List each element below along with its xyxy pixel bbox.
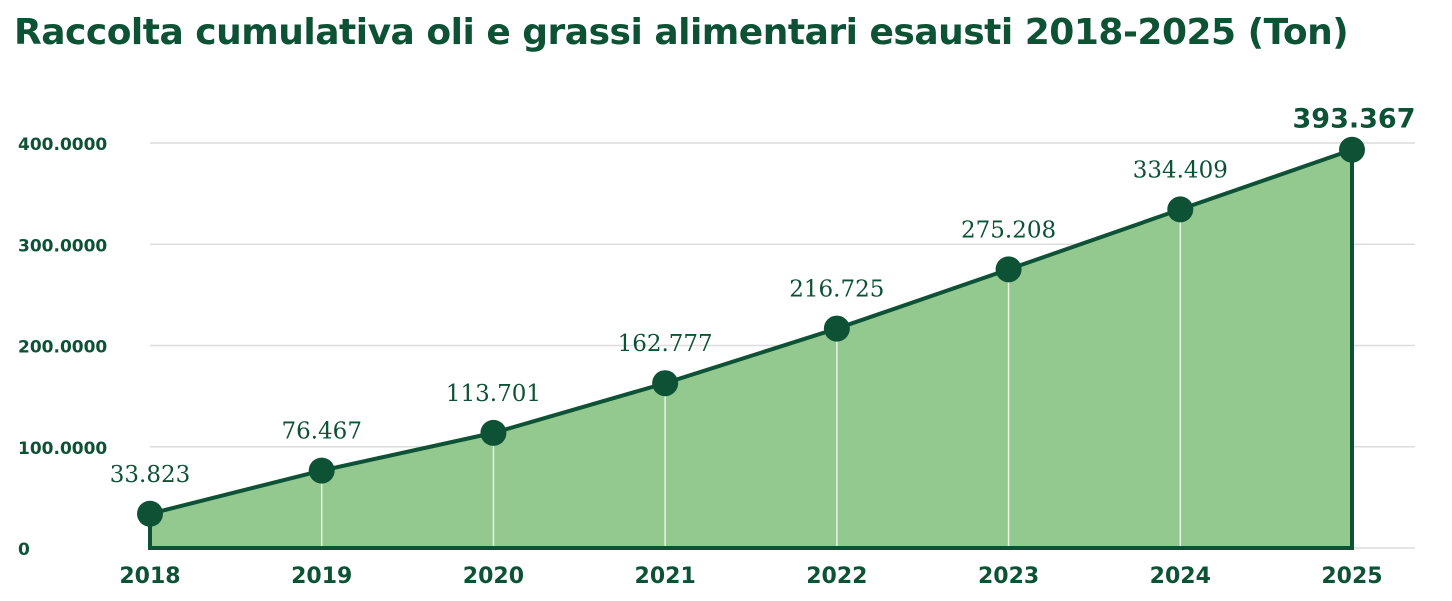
drop-lines <box>320 209 1182 548</box>
data-point <box>823 315 850 342</box>
data-point <box>1339 136 1365 163</box>
x-tick-label: 2025 <box>1321 564 1382 589</box>
data-point <box>480 419 507 446</box>
data-label: 216.725 <box>789 277 884 303</box>
data-label: 393.367 <box>1293 104 1416 135</box>
x-tick-label: 2022 <box>806 564 867 589</box>
data-point <box>308 457 335 484</box>
y-tick-label: 100.0000 <box>18 439 107 459</box>
x-tick-label: 2021 <box>635 564 696 589</box>
x-tick-label: 2020 <box>463 564 524 589</box>
data-label: 76.467 <box>281 419 361 445</box>
y-axis-ticks: 0 100.0000 200.0000 300.0000 400.0000 <box>18 135 107 560</box>
data-label: 162.777 <box>618 331 713 357</box>
y-tick-label: 300.0000 <box>18 236 107 256</box>
data-point <box>1167 196 1194 223</box>
x-axis-ticks: 2018 2019 2020 2021 2022 2023 2024 2025 <box>119 564 1382 589</box>
x-tick-label: 2023 <box>978 564 1039 589</box>
series-line <box>149 147 1353 516</box>
area-series <box>150 149 1352 548</box>
line-series <box>148 147 1354 550</box>
data-labels: 33.823 76.467 113.701 162.777 216.725 275.208… <box>110 104 1416 488</box>
chart-title: Raccolta cumulativa oli e grassi aliment… <box>14 12 1349 53</box>
data-markers <box>137 136 1365 527</box>
data-label: 334.409 <box>1133 157 1228 183</box>
data-point <box>995 256 1022 283</box>
y-tick-label: 200.0000 <box>18 338 107 358</box>
area-fill <box>150 149 1352 548</box>
x-tick-label: 2019 <box>291 564 352 589</box>
x-tick-label: 2018 <box>119 564 180 589</box>
y-tick-label: 0 <box>18 540 30 560</box>
data-label: 33.823 <box>110 462 190 488</box>
y-tick-label: 400.0000 <box>18 135 107 155</box>
data-point <box>137 500 163 527</box>
x-tick-label: 2024 <box>1150 564 1211 589</box>
data-label: 113.701 <box>446 381 541 407</box>
data-label: 275.208 <box>961 217 1056 243</box>
data-point <box>652 370 679 397</box>
